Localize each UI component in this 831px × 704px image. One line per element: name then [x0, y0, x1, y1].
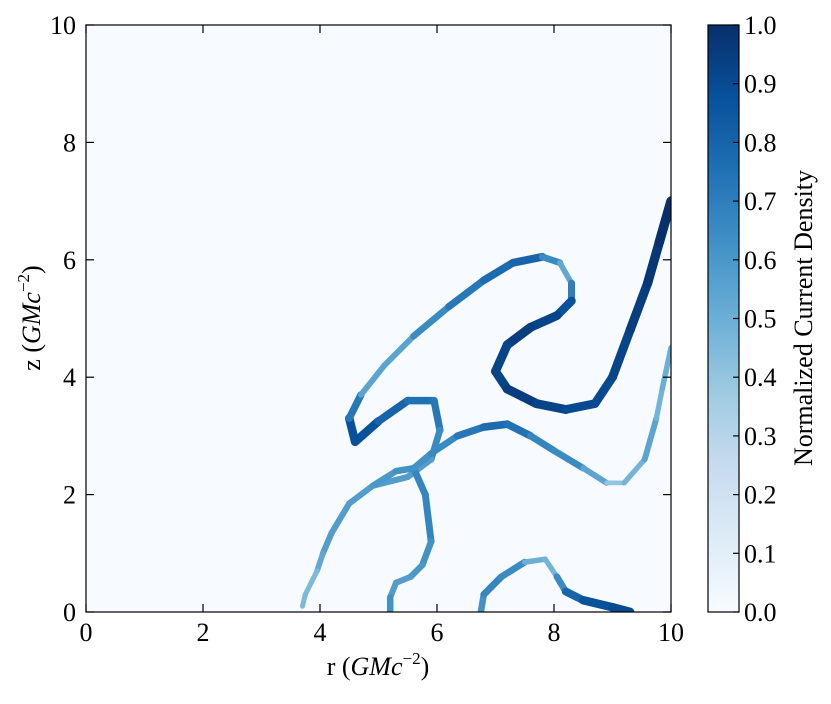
current-sheet-segment [608, 325, 635, 382]
current-sheet-segment [374, 396, 412, 426]
current-sheet-segment [498, 558, 529, 581]
current-sheet-mid-right-band [410, 345, 671, 486]
current-sheet-segment [480, 573, 505, 598]
current-sheet-segment [608, 602, 635, 612]
y-tick-label: 2 [63, 481, 76, 510]
colorbar-tick-label: 0.4 [744, 363, 777, 392]
y-axis-label: z (GMc−2) [14, 265, 46, 370]
current-sheet-segment [410, 464, 429, 499]
y-axis-ticks: 0 2 4 6 8 10 [50, 11, 671, 627]
x-tick-label: 2 [197, 618, 210, 647]
current-sheet-segment [328, 500, 353, 536]
current-sheet-segment [410, 450, 435, 472]
colorbar-tick-label: 0.8 [744, 128, 777, 157]
current-sheet-segment [369, 467, 400, 489]
current-sheet-segment [526, 311, 562, 332]
x-tick-label: 4 [314, 618, 327, 647]
current-sheet-segment [453, 423, 488, 440]
current-sheet-segment [421, 491, 435, 546]
current-sheet-inner-wave [369, 464, 435, 612]
colorbar-tick-label: 0.9 [744, 70, 777, 99]
colorbar-ticks: 0.0 0.1 0.2 0.3 0.4 0.5 0.6 0.7 0.8 0.9 1.0 [733, 11, 777, 627]
current-sheet-segment [479, 420, 512, 431]
current-sheet-segment [491, 340, 512, 376]
current-sheet-segment [642, 237, 664, 288]
current-sheet-segment [659, 345, 671, 392]
plot-frame [85, 24, 672, 613]
current-sheet-segment [527, 432, 558, 455]
x-tick-label: 8 [548, 618, 561, 647]
current-sheet-segment [314, 550, 326, 574]
current-sheet-segment [299, 591, 308, 609]
current-sheet-segment [509, 252, 547, 267]
current-sheet-segment [653, 386, 665, 421]
current-sheet-segment [641, 415, 660, 463]
current-sheet-segment [430, 397, 444, 434]
current-sheet-outer-arc [345, 196, 671, 447]
y-tick-label: 10 [50, 11, 76, 40]
current-sheet-left-fragment [299, 568, 320, 609]
y-tick-label: 6 [63, 246, 76, 275]
x-axis-ticks: 0 2 4 6 8 10 [80, 25, 684, 647]
current-sheet-segment [410, 303, 453, 340]
current-sheet-bottom-band [477, 556, 635, 612]
colorbar-tick-label: 0.0 [744, 598, 777, 627]
current-sheet-segment [427, 432, 461, 457]
colorbar-tick-label: 0.3 [744, 422, 777, 451]
current-sheet-segment [561, 399, 600, 414]
current-sheets [299, 196, 671, 612]
colorbar-tick-label: 0.1 [744, 539, 777, 568]
colorbar-tick-label: 0.2 [744, 481, 777, 510]
current-sheet-segment [550, 447, 587, 472]
x-axis-label: r (GMc−2) [327, 649, 430, 681]
current-sheet-segment [625, 278, 653, 335]
current-sheet-segment [345, 391, 365, 422]
current-sheet-segment [502, 322, 536, 350]
current-sheet-segment [532, 399, 571, 414]
y-tick-label: 0 [63, 598, 76, 627]
current-sheet-segment [350, 416, 383, 447]
current-sheet-segment [621, 456, 648, 486]
x-tick-label: 10 [658, 618, 684, 647]
y-tick-label: 8 [63, 128, 76, 157]
colorbar-tick-label: 1.0 [744, 11, 777, 40]
current-sheet-segment [556, 259, 575, 287]
current-sheet-segment [522, 556, 548, 565]
current-sheet-segment [358, 362, 388, 398]
plot-background [86, 25, 671, 612]
current-sheet-segment [590, 372, 617, 408]
current-sheet-segment [479, 258, 517, 285]
current-sheet-segment [654, 196, 671, 247]
current-sheet-segment [381, 333, 417, 369]
x-tick-label: 6 [431, 618, 444, 647]
current-sheet-segment [580, 465, 610, 486]
current-sheet-segment [503, 420, 535, 440]
colorbar-tick-label: 0.6 [744, 246, 777, 275]
current-sheet-segment [538, 253, 564, 267]
colorbar-tick-label: 0.5 [744, 305, 777, 334]
current-sheet-segment [445, 276, 488, 311]
current-sheet-segment [319, 529, 335, 557]
current-sheet-segment [502, 384, 542, 409]
current-sheet-segment [542, 556, 560, 580]
current-sheet-segment [579, 596, 617, 612]
colorbar-label: Normalized Current Density [789, 170, 818, 466]
current-sheet-segment [419, 538, 435, 569]
colorbar-tick-label: 0.7 [744, 187, 777, 216]
x-tick-label: 0 [80, 618, 93, 647]
current-sheet-segment [404, 456, 435, 481]
current-sheet-segment [346, 482, 376, 507]
y-tick-label: 4 [63, 363, 76, 392]
